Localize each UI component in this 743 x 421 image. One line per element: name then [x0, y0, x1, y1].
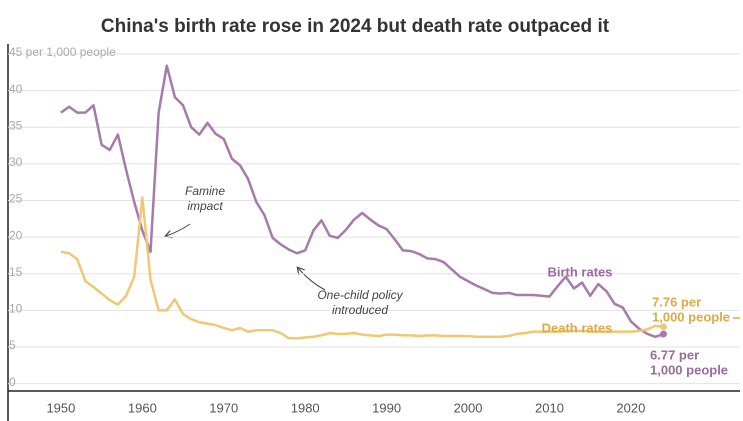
famine-arrow [166, 223, 191, 236]
y-tick-label: 30 [9, 155, 23, 169]
x-tick-label: 2000 [454, 400, 483, 415]
x-tick-label: 1990 [372, 400, 401, 415]
y-tick-label: 20 [9, 228, 23, 242]
y-tick-label: 0 [9, 375, 16, 389]
policy-arrow [298, 268, 326, 291]
x-tick-label: 1960 [128, 400, 157, 415]
y-tick-label: 40 [9, 82, 23, 96]
x-tick-label: 2020 [616, 400, 645, 415]
y-tick-label: 25 [9, 192, 23, 206]
series-line [60, 64, 664, 339]
x-tick-label: 1950 [46, 400, 75, 415]
annotation: Famine [185, 184, 225, 198]
annotation: One-child policy [317, 288, 403, 302]
y-tick-label: 35 [9, 118, 23, 132]
x-tick-label: 1980 [291, 400, 320, 415]
series-label: Birth rates [547, 264, 612, 279]
y-tick-label: 5 [9, 338, 16, 352]
end-label: 7.76 per [652, 294, 701, 309]
x-tick-label: 1970 [209, 400, 238, 415]
y-tick-label: 45 per 1,000 people [9, 45, 116, 59]
end-label: 6.77 per [650, 347, 699, 362]
end-label: 1,000 people [650, 362, 728, 377]
series-label: Death rates [542, 320, 613, 335]
end-dot [659, 323, 667, 331]
chart-title: China's birth rate rose in 2024 but deat… [101, 16, 610, 37]
series-line [60, 196, 664, 340]
end-label: 1,000 people [652, 309, 730, 324]
x-tick-label: 2010 [535, 400, 564, 415]
y-tick-label: 10 [9, 302, 23, 316]
annotation: impact [187, 199, 223, 213]
y-tick-label: 15 [9, 265, 23, 279]
annotation: introduced [332, 303, 388, 317]
end-dot [659, 330, 667, 338]
